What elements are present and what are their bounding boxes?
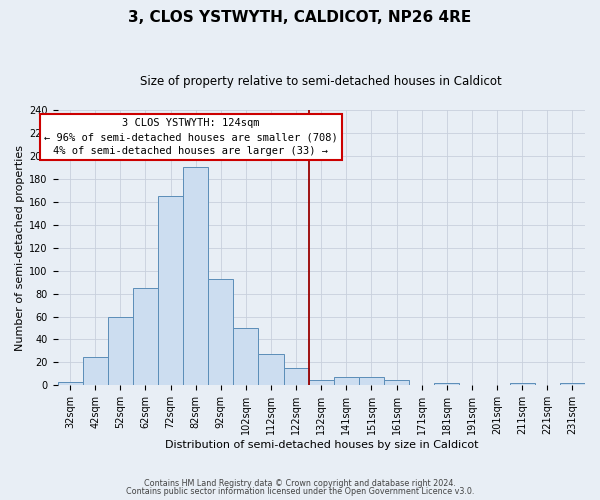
Y-axis label: Number of semi-detached properties: Number of semi-detached properties [15,144,25,350]
Text: 3 CLOS YSTWYTH: 124sqm
← 96% of semi-detached houses are smaller (708)
4% of sem: 3 CLOS YSTWYTH: 124sqm ← 96% of semi-det… [44,118,338,156]
Title: Size of property relative to semi-detached houses in Caldicot: Size of property relative to semi-detach… [140,75,502,88]
Bar [284,368,308,386]
Text: 3, CLOS YSTWYTH, CALDICOT, NP26 4RE: 3, CLOS YSTWYTH, CALDICOT, NP26 4RE [128,10,472,25]
X-axis label: Distribution of semi-detached houses by size in Caldicot: Distribution of semi-detached houses by … [164,440,478,450]
Bar [259,354,284,386]
Bar [560,383,585,386]
Bar [208,278,233,386]
Bar [359,378,384,386]
Text: Contains public sector information licensed under the Open Government Licence v3: Contains public sector information licen… [126,487,474,496]
Bar [83,356,108,386]
Bar [434,383,460,386]
Bar [384,380,409,386]
Bar [308,380,334,386]
Bar [233,328,259,386]
Bar [334,378,359,386]
Bar [183,168,208,386]
Bar [509,383,535,386]
Bar [133,288,158,386]
Text: Contains HM Land Registry data © Crown copyright and database right 2024.: Contains HM Land Registry data © Crown c… [144,478,456,488]
Bar [58,382,83,386]
Bar [108,316,133,386]
Bar [158,196,183,386]
